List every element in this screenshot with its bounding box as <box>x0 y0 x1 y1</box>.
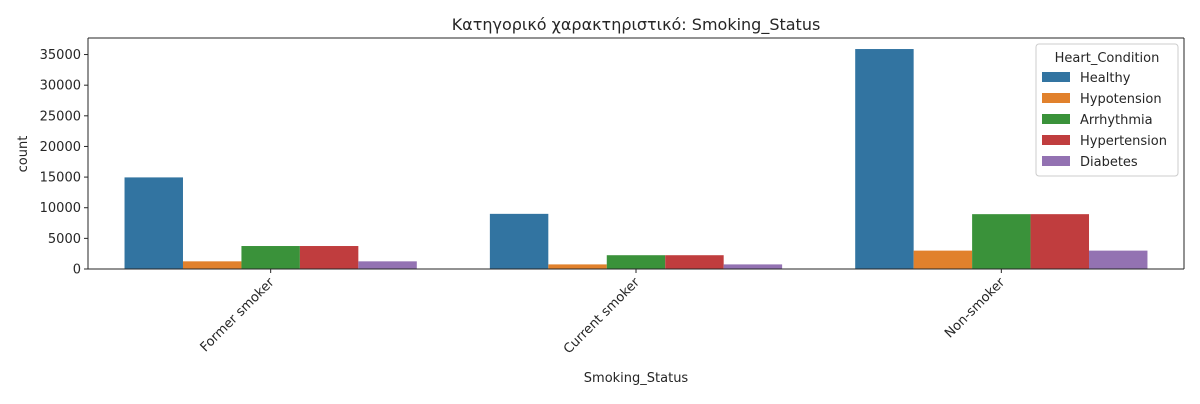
legend: Heart_Condition Healthy Hypotension Arrhyt… <box>1035 43 1179 177</box>
legend-entry-hypertension: Hypertension <box>1080 134 1167 149</box>
legend-entry-diabetes: Diabetes <box>1080 155 1138 170</box>
legend-entry-healthy: Healthy <box>1080 71 1131 86</box>
x-tick-label: Current smoker <box>561 275 643 357</box>
legend-entry-arrhythmia: Arrhythmia <box>1080 113 1153 128</box>
bar-hypertension-non-smoker <box>1030 214 1090 269</box>
bar-healthy-non-smoker <box>855 49 914 269</box>
x-tick-label: Former smoker <box>198 275 278 355</box>
axes-layer: 0 5000 10000 15000 20000 25000 30000 35000 Forme… <box>40 37 1185 357</box>
y-tick-label: 15000 <box>40 171 81 186</box>
chart-title: Κατηγορικό χαρακτηριστικό: Smoking_Statu… <box>452 15 821 35</box>
bar-healthy-former-smoker <box>124 177 183 269</box>
y-tick-label: 35000 <box>40 48 81 63</box>
x-tick-label: Non-smoker <box>942 275 1009 342</box>
bar-hypertension-former-smoker <box>299 246 359 269</box>
legend-box <box>1035 43 1179 177</box>
y-tick-label: 0 <box>73 263 81 278</box>
legend-entry-hypotension: Hypotension <box>1080 92 1162 107</box>
legend-swatch-diabetes <box>1042 156 1070 166</box>
bar-diabetes-current-smoker <box>723 264 783 269</box>
legend-swatch-arrhythmia <box>1042 114 1070 124</box>
bar-arrhythmia-current-smoker <box>606 255 666 269</box>
y-tick-label: 10000 <box>40 201 81 216</box>
bar-hypotension-former-smoker <box>182 261 242 269</box>
bar-arrhythmia-non-smoker <box>972 214 1031 269</box>
bars-layer <box>124 49 1148 269</box>
y-tick-label: 5000 <box>48 232 81 247</box>
x-axis-label: Smoking_Status <box>584 371 689 386</box>
y-tick-label: 20000 <box>40 140 81 155</box>
legend-swatch-healthy <box>1042 72 1070 82</box>
bar-hypotension-current-smoker <box>548 264 607 269</box>
legend-swatch-hypotension <box>1042 93 1070 103</box>
legend-title: Heart_Condition <box>1055 51 1160 66</box>
legend-swatch-hypertension <box>1042 135 1070 145</box>
bar-hypotension-non-smoker <box>913 250 973 269</box>
y-tick-label: 30000 <box>40 79 81 94</box>
bar-hypertension-current-smoker <box>665 255 724 269</box>
bar-diabetes-non-smoker <box>1089 250 1148 269</box>
y-tick-label: 25000 <box>40 109 81 124</box>
bar-diabetes-former-smoker <box>358 261 417 269</box>
bar-healthy-current-smoker <box>489 213 549 269</box>
y-axis-label: count <box>16 136 31 173</box>
bar-arrhythmia-former-smoker <box>241 246 300 269</box>
